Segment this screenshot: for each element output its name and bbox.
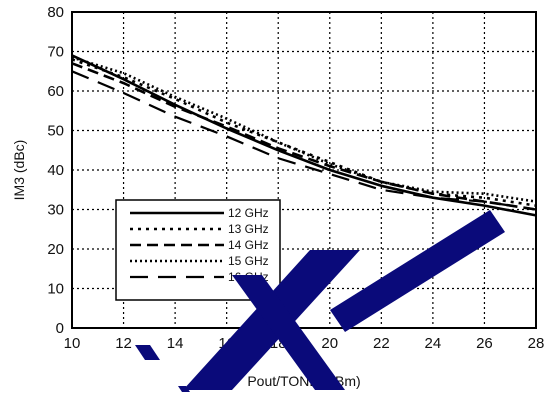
x-tick-label: 20 — [321, 335, 338, 352]
x-axis-label: Pout/TONE (dBm) — [247, 373, 360, 389]
series-line-4 — [71, 56, 537, 203]
x-tick-label: 22 — [373, 335, 390, 352]
y-tick-label: 0 — [56, 320, 64, 337]
watermark-mark — [135, 210, 505, 392]
x-tick-label: 12 — [115, 335, 132, 352]
series-line-1 — [71, 54, 537, 217]
watermark-dot — [135, 345, 160, 360]
series-line-3 — [71, 62, 537, 211]
legend-label: 12 GHz — [228, 206, 269, 220]
y-tick-label: 30 — [47, 202, 64, 219]
series-line-2 — [71, 58, 537, 207]
legend-label: 15 GHz — [228, 254, 269, 268]
x-tick-label: 10 — [64, 335, 81, 352]
plot-frame — [71, 11, 537, 329]
x-tick-label: 28 — [528, 335, 545, 352]
legend-label: 13 GHz — [228, 222, 269, 236]
y-tick-label: 20 — [47, 241, 64, 258]
x-tick-label: 26 — [476, 335, 493, 352]
x-tick-label: 14 — [167, 335, 184, 352]
x-tick-label: 24 — [425, 335, 442, 352]
y-tick-label: 60 — [47, 83, 64, 100]
watermark-stroke-right — [330, 210, 505, 332]
legend-label: 14 GHz — [228, 238, 269, 252]
y-tick-label: 50 — [47, 123, 64, 140]
y-tick-labels: 0 10 20 30 40 50 60 70 80 — [47, 4, 64, 337]
chart-series — [71, 54, 537, 217]
y-tick-label: 70 — [47, 44, 64, 61]
watermark-dot-small — [178, 386, 190, 392]
y-tick-label: 80 — [47, 4, 64, 21]
y-axis-label: IM3 (dBc) — [11, 140, 27, 201]
series-line-5 — [71, 70, 537, 211]
y-tick-label: 10 — [47, 281, 64, 298]
y-tick-label: 40 — [47, 162, 64, 179]
watermark-stroke-mid — [232, 275, 345, 390]
